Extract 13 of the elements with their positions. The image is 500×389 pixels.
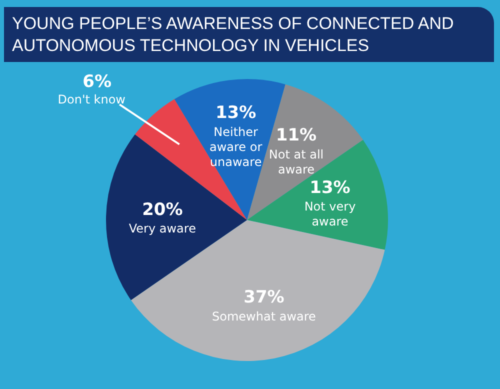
slice-label: Neither aware or unaware xyxy=(209,124,262,169)
data-label: 11% xyxy=(276,126,317,146)
data-label: 37% xyxy=(244,288,284,308)
data-label: 13% xyxy=(215,103,256,124)
slice-label: Don't know xyxy=(58,92,126,107)
slice-label: Very aware xyxy=(128,222,196,236)
data-label: 13% xyxy=(310,178,350,198)
data-label: 20% xyxy=(142,200,183,220)
slice-label: Not at all aware xyxy=(268,147,324,176)
slice-label: Somewhat aware xyxy=(212,309,316,324)
slice-label: Not very aware xyxy=(304,200,356,229)
data-label: 6% xyxy=(82,72,112,92)
chart-title: YOUNG PEOPLE’S AWARENESS OF CONNECTED AND AUTONOMOUS TECHNOLOGY IN VEHICLES xyxy=(4,7,494,62)
